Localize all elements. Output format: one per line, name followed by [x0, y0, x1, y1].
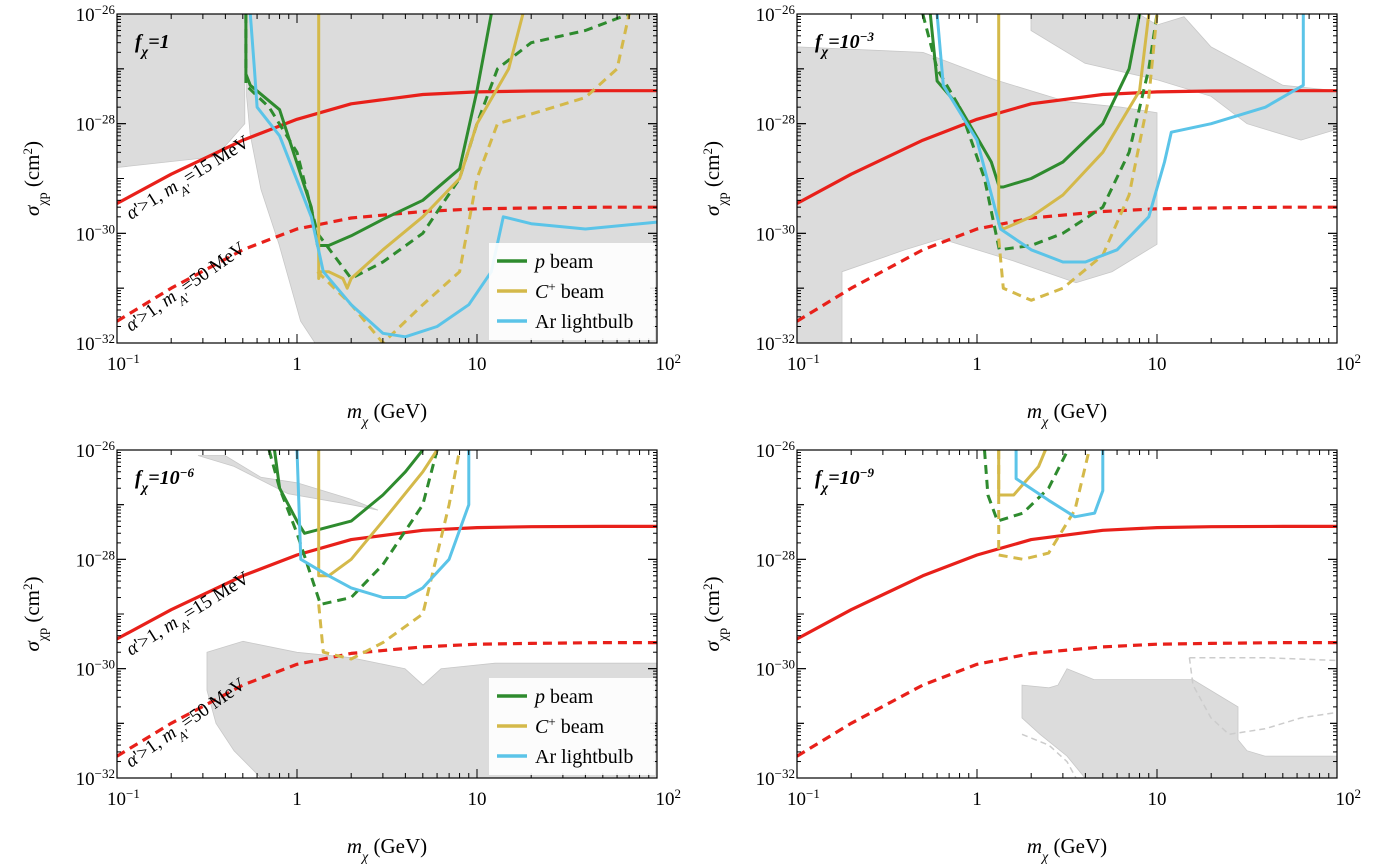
x-tick-label: 102: [1336, 351, 1362, 376]
y-tick-label: 10−28: [756, 547, 795, 572]
legend: p beam C+ beam Ar lightbulb: [489, 678, 655, 775]
x-tick-label: 102: [656, 786, 682, 811]
legend-label: p beam: [533, 686, 594, 708]
plot-area: [797, 450, 1337, 778]
series-line-1-m-a-50-mev: [117, 640, 657, 758]
y-tick-label: 10−30: [756, 221, 795, 246]
legend-label: C+ beam: [535, 714, 604, 739]
series-line-1-m-a-15-mev: [117, 89, 657, 205]
panel-1: 10−1 1 10 102 10−32 10−30 10−28 10−26 mχ (GeV) σχ…: [20, 2, 682, 430]
x-tick-label: 10−1: [107, 351, 140, 376]
series-line-c-beam: [317, 450, 439, 578]
series-line-c-beam: [997, 450, 1047, 497]
series-line-c-beam-dashed: [317, 450, 462, 661]
panel-label: fχ=10−9: [815, 465, 874, 496]
y-tick-label: 10−32: [76, 766, 115, 791]
x-tick-label: 10: [468, 789, 487, 810]
x-axis-label: mχ (GeV): [1027, 399, 1107, 430]
y-tick-label: 10−32: [756, 766, 795, 791]
x-axis-label: mχ (GeV): [347, 399, 427, 430]
series-line-c-beam: [317, 14, 525, 290]
series-line-ar-lightbulb: [248, 14, 657, 339]
legend-label: Ar lightbulb: [535, 311, 633, 333]
y-tick-label: 10−30: [756, 656, 795, 681]
series-line-1-m-a-15-mev: [797, 89, 1337, 205]
y-tick-label: 10−28: [76, 111, 115, 136]
excluded-region: [797, 46, 1158, 343]
x-tick-label: 10−1: [107, 786, 140, 811]
ticks: [116, 13, 658, 344]
panel-4: 10−1 1 10 102 10−32 10−30 10−28 10−26 mχ (GeV) σχ…: [700, 438, 1362, 865]
x-tick-label: 102: [656, 351, 682, 376]
legend-label: p beam: [533, 251, 594, 273]
x-tick-label: 10: [1148, 789, 1167, 810]
y-tick-label: 10−26: [756, 2, 796, 27]
legend-label: Ar lightbulb: [535, 746, 633, 768]
x-axis-label: mχ (GeV): [347, 834, 427, 865]
y-tick-label: 10−32: [756, 331, 795, 356]
series-line-p-beam: [244, 14, 493, 247]
series-line-c-beam-dashed: [997, 450, 1091, 561]
y-tick-label: 10−26: [76, 2, 116, 27]
panel-3: 10−1 1 10 102 10−32 10−30 10−28 10−26 mχ (GeV) σχ…: [20, 438, 682, 865]
panel-label: fχ=10−3: [815, 29, 874, 60]
panel-label: fχ=1: [135, 31, 170, 60]
faint-dashed-curve: [1189, 656, 1337, 662]
x-tick-label: 102: [1336, 786, 1362, 811]
y-axis-label: σχp (cm2): [20, 141, 51, 216]
series-line-1-m-a-15-mev: [117, 524, 657, 641]
excluded-region: [1021, 668, 1337, 778]
panel-label: fχ=10−6: [135, 465, 194, 496]
series-line-c-beam-dashed: [316, 14, 631, 343]
x-tick-label: 10: [1148, 354, 1167, 375]
x-tick-label: 10−1: [787, 351, 820, 376]
series-line-ar-lightbulb: [935, 14, 1305, 264]
ticks: [796, 449, 1338, 779]
x-tick-label: 1: [292, 354, 302, 375]
excluded-region: [117, 14, 246, 168]
series-line-p-beam-dashed: [983, 450, 1070, 523]
ticks: [796, 13, 1338, 344]
series-line-1-m-a-15-mev: [797, 524, 1337, 641]
x-tick-label: 10−1: [787, 786, 820, 811]
series-line-p-beam-dashed: [921, 14, 1159, 252]
x-tick-label: 1: [972, 354, 982, 375]
y-tick-label: 10−26: [76, 438, 116, 463]
faint-dashed-curve: [1021, 733, 1077, 778]
y-tick-label: 10−32: [76, 331, 115, 356]
y-tick-label: 10−28: [756, 111, 795, 136]
series-line-1-m-a-50-mev: [797, 640, 1337, 758]
series-line-c-beam-dashed: [997, 14, 1159, 302]
y-tick-label: 10−28: [76, 547, 115, 572]
excluded-region: [197, 455, 379, 511]
faint-dashed-curve: [1188, 657, 1337, 736]
plot-area: [797, 14, 1337, 343]
panel-2: 10−1 1 10 102 10−32 10−30 10−28 10−26 mχ (GeV) σχ…: [700, 2, 1362, 430]
y-tick-label: 10−30: [76, 656, 115, 681]
series-line-p-beam-dashed: [244, 14, 630, 280]
series-line-p-beam-dashed: [267, 450, 439, 606]
y-axis-label: σχp (cm2): [700, 141, 731, 216]
x-tick-label: 10: [468, 354, 487, 375]
y-tick-label: 10−30: [76, 221, 115, 246]
curve-label-50mev: α'>1, mA'=50 MeV: [122, 238, 253, 341]
legend: p beam C+ beam Ar lightbulb: [489, 243, 655, 340]
y-axis-label: σχp (cm2): [20, 577, 51, 652]
legend-label: C+ beam: [535, 279, 604, 304]
series-line-ar-lightbulb: [1014, 450, 1105, 519]
y-axis-label: σχp (cm2): [700, 577, 731, 652]
x-axis-label: mχ (GeV): [1027, 834, 1107, 865]
y-tick-label: 10−26: [756, 438, 796, 463]
x-tick-label: 1: [292, 789, 302, 810]
series-line-ar-lightbulb: [295, 450, 471, 599]
x-tick-label: 1: [972, 789, 982, 810]
